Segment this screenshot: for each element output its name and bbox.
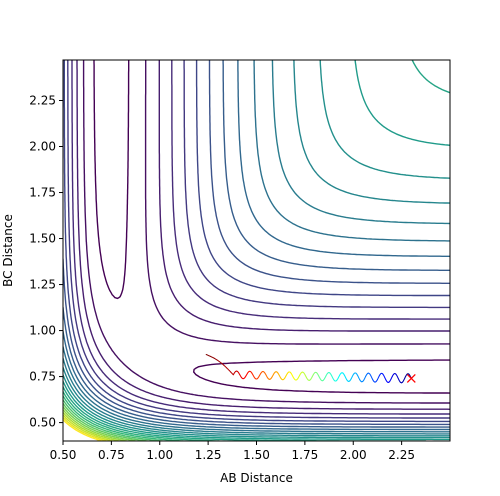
contour-level xyxy=(63,60,450,426)
contour-level xyxy=(63,60,450,431)
contour-level xyxy=(63,60,450,435)
contour-level xyxy=(71,60,450,415)
y-tick-label: 1.00 xyxy=(29,324,56,338)
y-tick-label: 1.75 xyxy=(29,186,56,200)
contour-level xyxy=(63,60,450,437)
x-tick-label: 0.75 xyxy=(98,448,125,462)
y-axis: 0.50 0.75 1.00 1.25 1.50 1.75 2.00 2.25 xyxy=(29,93,63,430)
contour-level xyxy=(63,60,450,441)
contour-level xyxy=(63,60,450,423)
x-tick-label: 0.50 xyxy=(50,448,77,462)
contour-level xyxy=(82,60,450,404)
y-tick-label: 0.50 xyxy=(29,416,56,430)
x-axis-label: AB Distance xyxy=(220,471,293,485)
y-tick-label: 1.50 xyxy=(29,232,56,246)
y-axis-label: BC Distance xyxy=(1,214,15,287)
x-tick-label: 2.25 xyxy=(388,448,415,462)
contour-level xyxy=(63,60,450,428)
x-tick-label: 1.75 xyxy=(292,448,319,462)
contour-level xyxy=(63,395,184,441)
contour-level xyxy=(63,60,450,439)
contour-level xyxy=(63,402,149,441)
contour-level xyxy=(63,416,108,441)
y-tick-label: 0.75 xyxy=(29,370,56,384)
y-tick-label: 2.00 xyxy=(29,140,56,154)
y-tick-label: 2.25 xyxy=(29,93,56,107)
x-axis: 0.50 0.75 1.00 1.25 1.50 1.75 2.00 2.25 xyxy=(50,441,415,462)
contour-level xyxy=(67,60,450,419)
trajectory xyxy=(205,353,412,384)
trajectory-end-marker xyxy=(406,373,416,383)
end-marker-stroke xyxy=(406,373,416,383)
contour-level xyxy=(63,399,163,441)
contour-level xyxy=(63,405,137,441)
y-tick-label: 1.25 xyxy=(29,278,56,292)
x-tick-label: 2.00 xyxy=(340,448,367,462)
contour-level xyxy=(63,60,450,433)
contour-level xyxy=(63,411,121,441)
contour-level xyxy=(63,419,103,441)
x-tick-label: 1.50 xyxy=(243,448,270,462)
x-tick-label: 1.00 xyxy=(146,448,173,462)
contour-level xyxy=(76,60,450,410)
x-tick-label: 1.25 xyxy=(195,448,222,462)
contour-lines xyxy=(63,60,450,441)
contour-level xyxy=(93,60,450,394)
contour-level xyxy=(63,408,128,441)
